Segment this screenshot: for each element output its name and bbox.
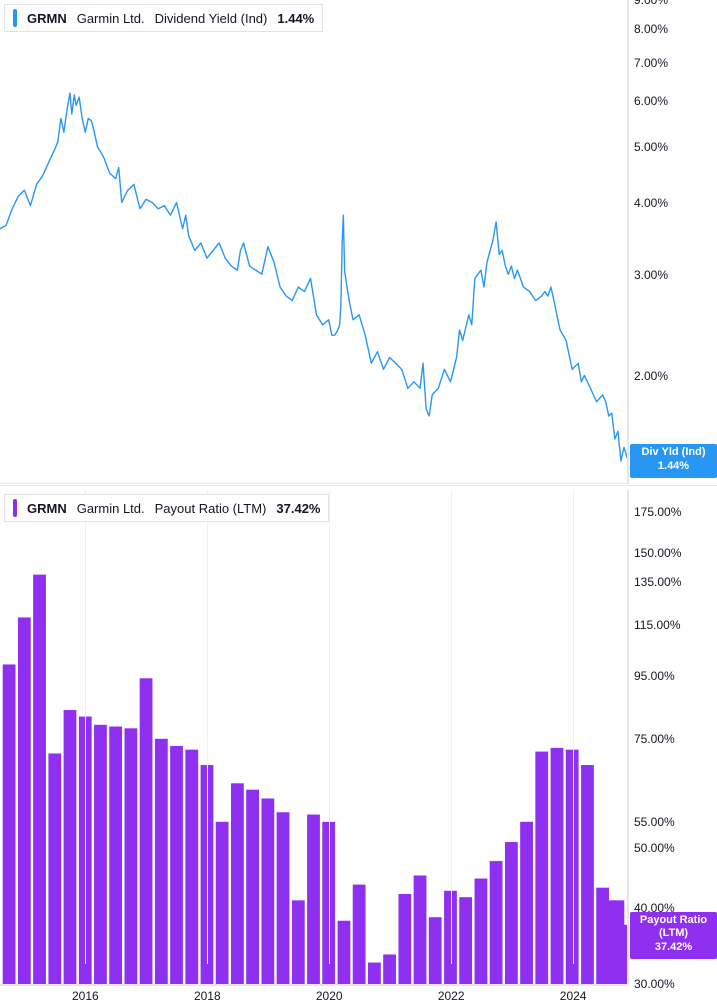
payout-ratio-plot-area[interactable]: GRMN Garmin Ltd. Payout Ratio (LTM) 37.4… bbox=[0, 490, 628, 985]
y-tick-label: 115.00% bbox=[634, 618, 680, 632]
dividend-yield-line-chart bbox=[0, 0, 627, 483]
y-tick-label: 95.00% bbox=[634, 669, 675, 683]
y-tick-label: 6.00% bbox=[634, 94, 668, 108]
panel-divider bbox=[0, 485, 717, 486]
y-tick-label: 5.00% bbox=[634, 140, 668, 154]
y-tick-label: 75.00% bbox=[634, 732, 675, 746]
y-tick-label: 175.00% bbox=[634, 505, 681, 519]
x-tick-label: 2018 bbox=[194, 989, 221, 1003]
time-x-axis[interactable]: 2016 2018 2020 2022 2024 bbox=[0, 985, 628, 1005]
legend-value: 1.44% bbox=[277, 11, 314, 26]
dividend-yield-plot-area[interactable]: GRMN Garmin Ltd. Dividend Yield (Ind) 1.… bbox=[0, 0, 628, 484]
dividend-yield-value-flag: Div Yld (Ind)1.44% bbox=[630, 444, 717, 478]
payout-ratio-legend[interactable]: GRMN Garmin Ltd. Payout Ratio (LTM) 37.4… bbox=[4, 494, 329, 522]
y-tick-label: 2.00% bbox=[634, 369, 668, 383]
y-tick-label: 8.00% bbox=[634, 22, 668, 36]
legend-ticker: GRMN bbox=[27, 501, 67, 516]
x-tick-label: 2024 bbox=[560, 989, 587, 1003]
payout-ratio-y-axis[interactable]: 175.00% 150.00% 135.00% 115.00% 95.00% 75.00%… bbox=[628, 490, 717, 985]
dividend-yield-panel: GRMN Garmin Ltd. Dividend Yield (Ind) 1.… bbox=[0, 0, 717, 484]
legend-swatch-icon bbox=[13, 499, 17, 517]
y-tick-label: 3.00% bbox=[634, 268, 668, 282]
gridline bbox=[329, 490, 330, 964]
legend-value: 37.42% bbox=[276, 501, 320, 516]
y-tick-label: 55.00% bbox=[634, 815, 675, 829]
legend-metric: Dividend Yield (Ind) bbox=[155, 11, 268, 26]
y-tick-label: 150.00% bbox=[634, 546, 681, 560]
x-tick-label: 2022 bbox=[438, 989, 465, 1003]
gridline bbox=[451, 490, 452, 964]
y-tick-label: 7.00% bbox=[634, 56, 668, 70]
y-tick-label: 50.00% bbox=[634, 841, 675, 855]
y-tick-label: 30.00% bbox=[634, 977, 675, 991]
x-tick-label: 2016 bbox=[72, 989, 99, 1003]
payout-ratio-bar-chart bbox=[0, 490, 627, 984]
dividend-yield-legend[interactable]: GRMN Garmin Ltd. Dividend Yield (Ind) 1.… bbox=[4, 4, 323, 32]
axis-divider bbox=[628, 0, 629, 484]
x-tick-label: 2020 bbox=[316, 989, 343, 1003]
axis-divider bbox=[628, 490, 629, 985]
legend-swatch-icon bbox=[13, 9, 17, 27]
y-tick-label: 135.00% bbox=[634, 575, 681, 589]
gridline bbox=[85, 490, 86, 964]
gridline bbox=[207, 490, 208, 964]
legend-ticker: GRMN bbox=[27, 11, 67, 26]
payout-ratio-panel: GRMN Garmin Ltd. Payout Ratio (LTM) 37.4… bbox=[0, 490, 717, 1005]
y-tick-label: 9.00% bbox=[634, 0, 668, 7]
legend-company: Garmin Ltd. bbox=[77, 501, 145, 516]
legend-metric: Payout Ratio (LTM) bbox=[155, 501, 267, 516]
gridline bbox=[573, 490, 574, 964]
dividend-yield-y-axis[interactable]: 9.00% 8.00% 7.00% 6.00% 5.00% 4.00% 3.00% 2.00%… bbox=[628, 0, 717, 484]
legend-company: Garmin Ltd. bbox=[77, 11, 145, 26]
payout-ratio-value-flag: Payout Ratio (LTM)37.42% bbox=[630, 912, 717, 959]
y-tick-label: 4.00% bbox=[634, 196, 668, 210]
